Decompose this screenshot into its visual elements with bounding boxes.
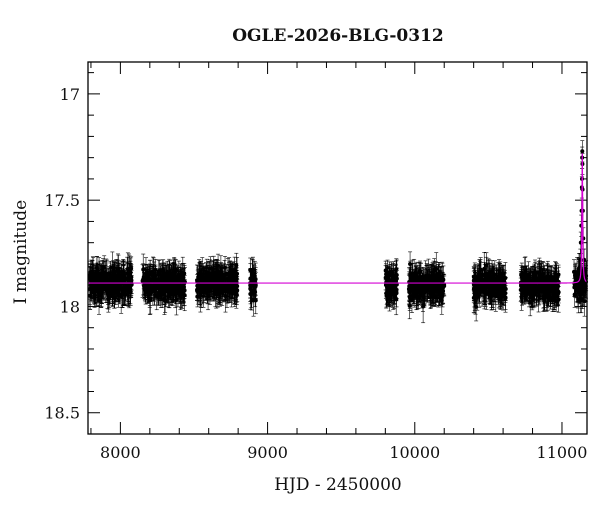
x-tick-label: 9000 [247,443,288,462]
x-tick-label: 10000 [389,443,440,462]
data-point [102,286,107,291]
data-point [226,288,231,293]
data-point [440,286,445,291]
data-point [201,290,206,295]
data-point [248,276,253,281]
data-point [172,286,177,291]
data-point [154,286,159,291]
data-point [417,276,422,281]
data-point [233,276,238,281]
data-point [394,289,399,294]
data-point [251,297,256,302]
data-point [159,285,164,290]
data-point [111,269,116,274]
data-point [389,269,394,274]
data-point [407,289,412,294]
data-point [198,286,203,291]
data-point [121,274,126,279]
data-point [253,283,258,288]
data-point [163,289,168,294]
y-tick-label: 17.5 [44,191,80,210]
data-point [383,268,388,273]
data-point [407,303,412,308]
data-point [213,290,218,295]
x-axis-label: HJD - 2450000 [274,475,402,495]
data-point [116,267,121,272]
data-point [421,304,426,309]
data-point [195,287,200,292]
data-point [394,275,399,280]
data-point [92,286,97,291]
data-point [413,275,418,280]
data-point [439,276,444,281]
data-point [390,292,395,297]
data-point [250,272,255,277]
data-point [140,278,145,283]
data-point [110,294,115,299]
data-point [173,269,178,274]
data-point [414,291,419,296]
data-point [429,279,434,284]
y-tick-label: 18 [60,297,80,316]
data-point [117,284,122,289]
x-tick-label: 11000 [537,443,588,462]
data-point [207,285,212,290]
data-point [150,273,155,278]
data-point [98,282,103,287]
data-point [156,293,161,298]
data-point [87,286,92,291]
data-point [128,290,133,295]
y-axis-label: I magnitude [11,200,31,304]
data-point [181,284,186,289]
data-point [126,267,131,272]
axis-ticks: 8000 9000 10000 11000 17 17.5 18 18.5 [44,62,587,462]
data-point [428,291,433,296]
data-point [197,271,202,276]
data-point [432,268,437,273]
data-point [116,288,121,293]
data-point [96,279,101,284]
x-tick-label: 8000 [100,443,141,462]
data-point [103,271,108,276]
y-tick-label: 17 [60,85,80,104]
data-point [167,278,172,283]
data-point [218,274,223,279]
data-point [207,278,212,283]
data-point [90,278,95,283]
data-point [410,285,415,290]
data-point [250,267,255,272]
data-point [248,292,253,297]
chart-title: OGLE-2026-BLG-0312 [232,26,444,46]
data-point [231,270,236,275]
data-point [437,288,442,293]
data-point [90,269,95,274]
data-points [87,140,589,324]
data-point [425,285,430,290]
data-point [385,279,390,284]
data-point [391,273,396,278]
data-point [166,284,171,289]
data-point [150,278,155,283]
data-point [122,290,127,295]
data-point [143,277,148,282]
data-point [113,283,118,288]
data-point [420,284,425,289]
data-point [223,265,228,270]
data-point [179,274,184,279]
data-point [170,277,175,282]
data-point [106,286,111,291]
data-point [433,276,438,281]
y-tick-label: 18.5 [44,404,80,423]
